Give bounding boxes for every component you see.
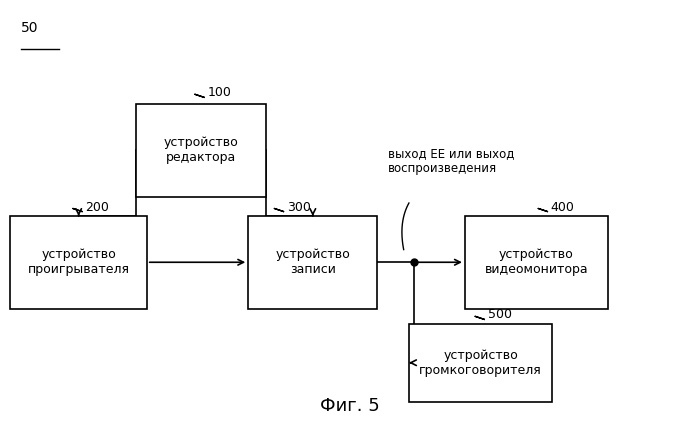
Bar (409, 324, 552, 402)
Text: 50: 50 (21, 21, 38, 35)
Text: устройство
видеомонитора: устройство видеомонитора (484, 248, 589, 276)
Text: 500: 500 (488, 308, 512, 321)
Text: 100: 100 (208, 86, 231, 99)
Text: выход ЕЕ или выход
воспроизведения: выход ЕЕ или выход воспроизведения (388, 147, 514, 175)
Text: Фиг. 5: Фиг. 5 (319, 396, 380, 415)
Bar (136, 104, 266, 197)
Text: устройство
проигрывателя: устройство проигрывателя (28, 248, 129, 276)
Bar (465, 216, 608, 309)
Text: устройство
редактора: устройство редактора (164, 136, 238, 164)
Text: 400: 400 (551, 201, 575, 214)
Bar (10, 216, 147, 309)
Text: 300: 300 (287, 201, 311, 214)
Text: устройство
громкоговорителя: устройство громкоговорителя (419, 349, 542, 377)
Text: 200: 200 (85, 201, 109, 214)
Bar (248, 216, 377, 309)
Text: устройство
записи: устройство записи (275, 248, 350, 276)
